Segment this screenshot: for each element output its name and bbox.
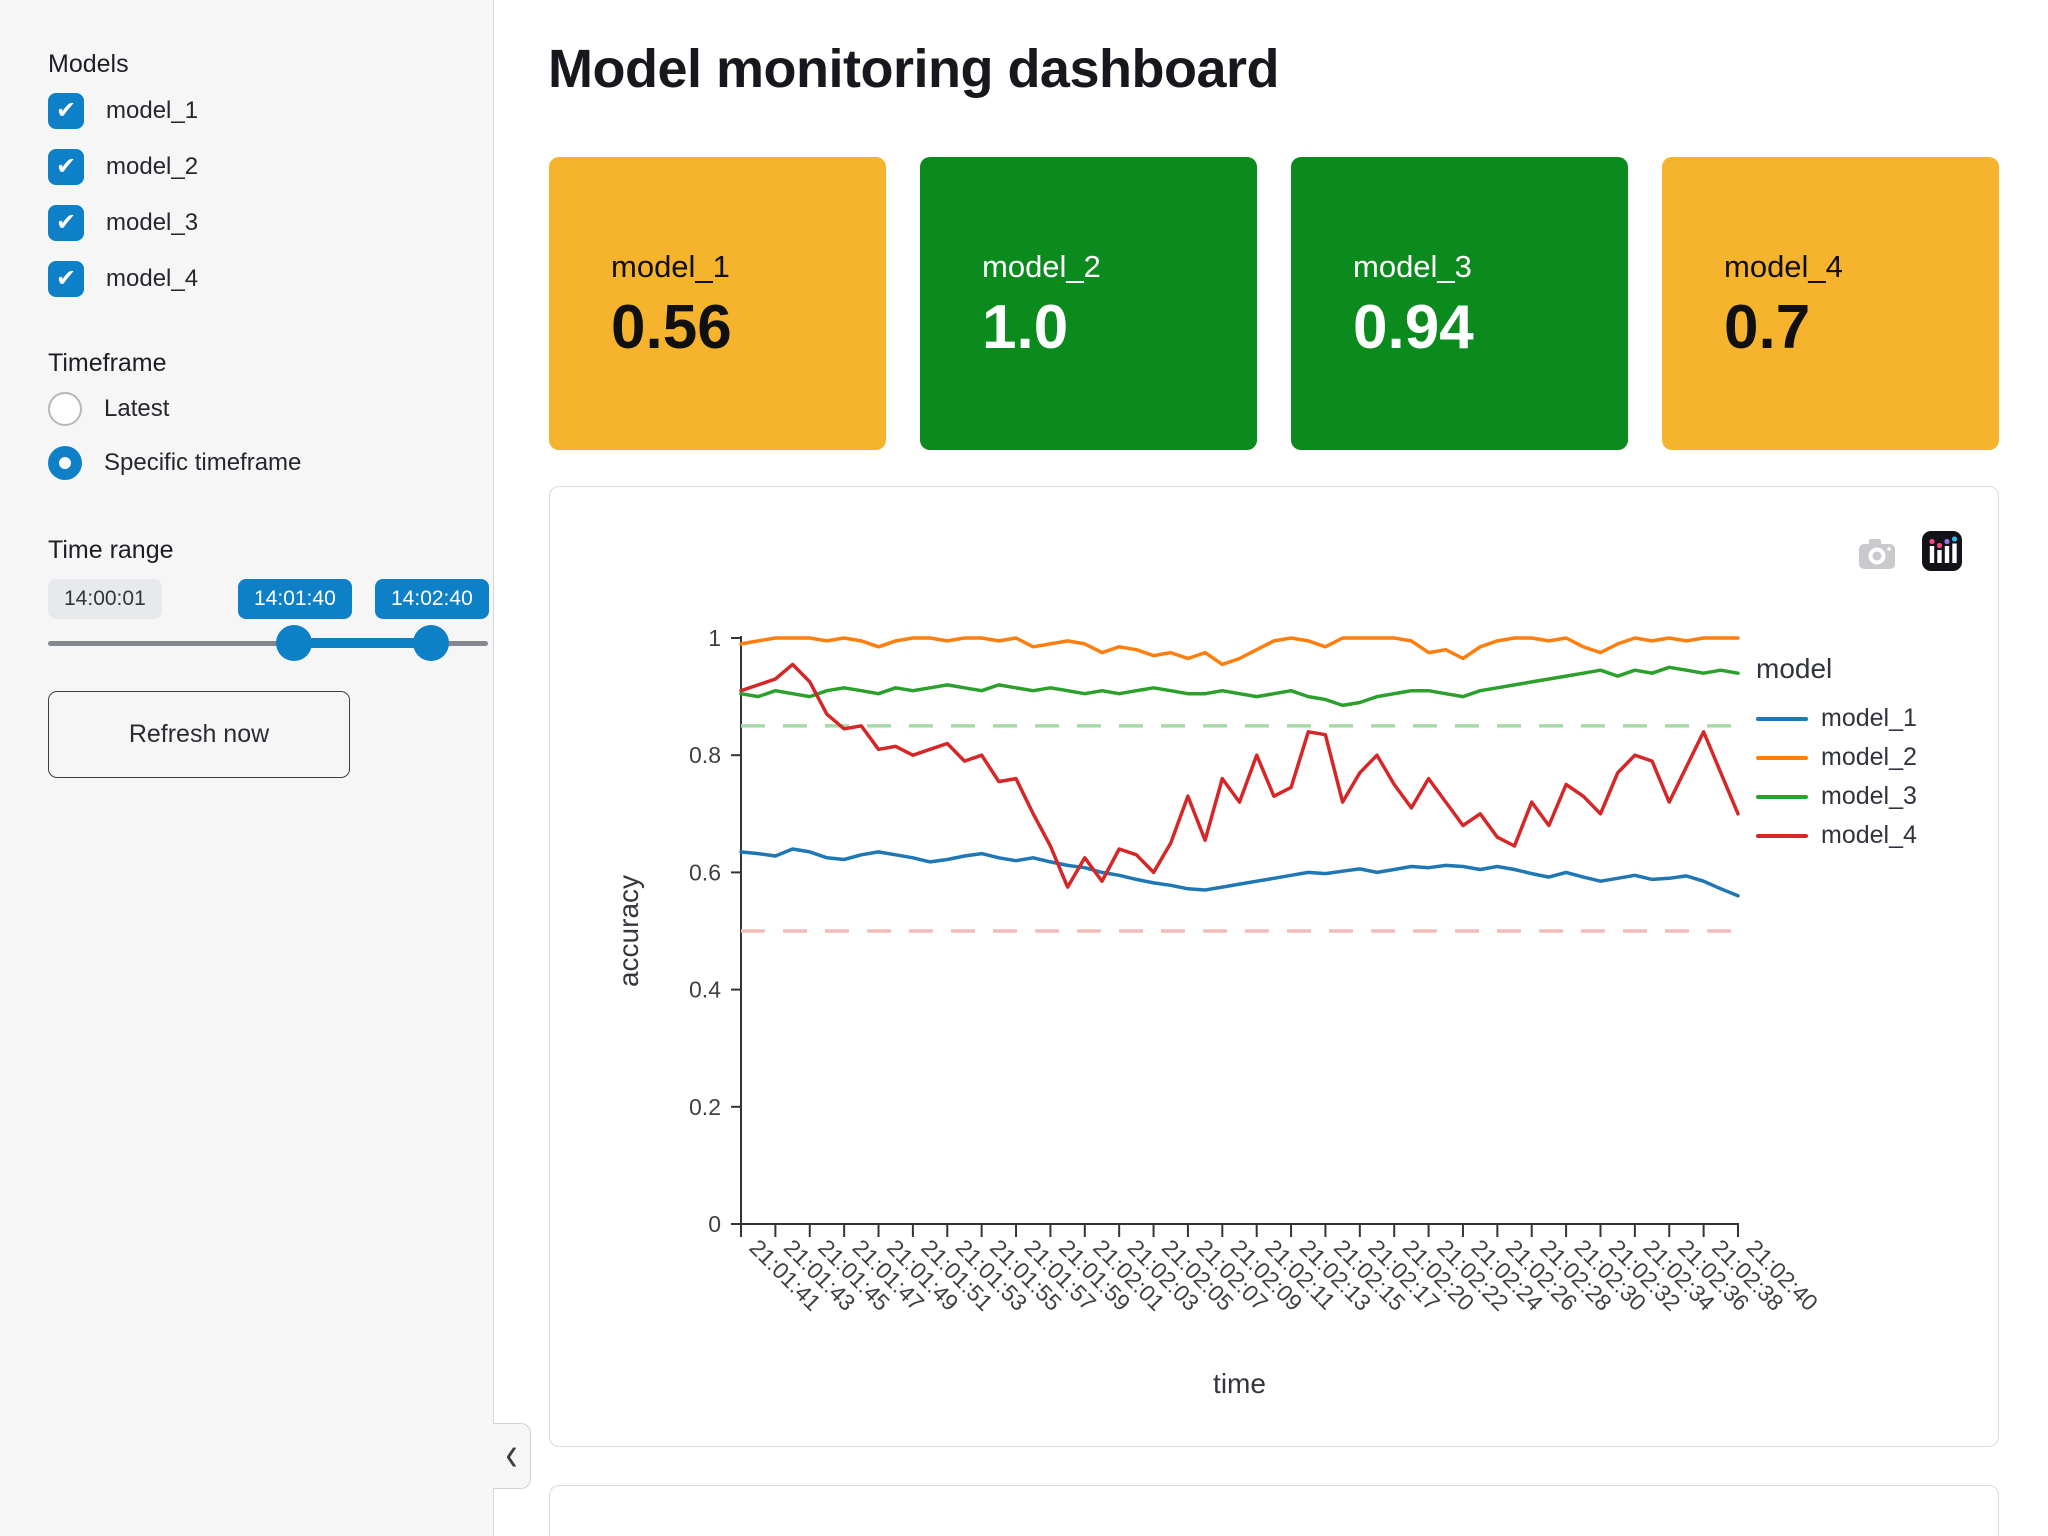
- slider-lower-value-label: 14:01:40: [238, 579, 352, 619]
- metric-card-value: 0.56: [611, 292, 732, 362]
- slider-handle-upper[interactable]: [413, 625, 449, 661]
- radio-unselected-icon[interactable]: [48, 392, 82, 426]
- metric-card-value: 0.94: [1353, 292, 1474, 362]
- timeframe-header: Timeframe: [48, 349, 167, 377]
- legend-entry-model_2[interactable]: model_2: [1756, 738, 1917, 777]
- legend-entry-model_4[interactable]: model_4: [1756, 816, 1917, 855]
- legend-label: model_1: [1821, 704, 1917, 732]
- page-title: Model monitoring dashboard: [548, 39, 1279, 99]
- slider-track[interactable]: [48, 641, 488, 646]
- timeframe-radio-group: Latest Specific timeframe: [48, 392, 493, 480]
- y-tick-label: 0.4: [689, 977, 721, 1003]
- legend-line-sample: [1756, 716, 1808, 721]
- series-line-model_4[interactable]: [739, 662, 1740, 889]
- next-section-card: [549, 1485, 1999, 1536]
- time-slider-labels: 14:00:01 14:01:40 14:02:40: [48, 579, 494, 619]
- slider-active-segment[interactable]: [294, 638, 431, 648]
- y-tick-label: 0: [708, 1211, 721, 1237]
- metric-card-model_3: model_3 0.94: [1291, 157, 1628, 450]
- timeframe-radio-label: Specific timeframe: [104, 449, 302, 476]
- model-checkbox-label: model_3: [106, 209, 199, 236]
- model-checkbox-label: model_1: [106, 97, 199, 124]
- timeframe-radio-label: Latest: [104, 395, 170, 422]
- legend-label: model_2: [1821, 743, 1917, 771]
- camera-icon[interactable]: [1858, 537, 1896, 571]
- time-range-slider[interactable]: [48, 625, 494, 665]
- chart-card: 0 0.2 0.4 0.6 0.8 1 21:01:41 21:01:43 21:01:45 21…: [549, 486, 1999, 1447]
- legend-label: model_3: [1821, 782, 1917, 810]
- metric-card-label: model_1: [611, 248, 730, 284]
- model-checkbox-row[interactable]: ✔ model_3: [48, 205, 493, 241]
- timeframe-radio-row[interactable]: Latest: [48, 392, 493, 426]
- checkbox-checked-icon[interactable]: ✔: [48, 205, 84, 241]
- series-line-model_3[interactable]: [739, 665, 1740, 708]
- sidebar-collapse-button[interactable]: ‹: [493, 1423, 531, 1489]
- refresh-now-button[interactable]: Refresh now: [48, 691, 350, 778]
- model-checkbox-label: model_2: [106, 153, 199, 180]
- metric-card-model_4: model_4 0.7: [1662, 157, 1999, 450]
- legend-line-sample: [1756, 833, 1808, 838]
- metric-card-model_1: model_1 0.56: [549, 157, 886, 450]
- metric-card-value: 1.0: [982, 292, 1069, 362]
- y-tick-label: 1: [708, 625, 721, 651]
- legend-line-sample: [1756, 794, 1808, 799]
- accuracy-line-chart[interactable]: 00.20.40.60.8121:01:4121:01:4321:01:4521…: [550, 487, 1998, 1446]
- timeframe-radio-row[interactable]: Specific timeframe: [48, 446, 493, 480]
- metric-cards-row: model_1 0.56 model_2 1.0 model_3 0.94 model_4 0…: [549, 157, 1999, 450]
- legend-entry-model_1[interactable]: model_1: [1756, 699, 1917, 738]
- model-checkbox-label: model_4: [106, 265, 199, 292]
- metric-card-label: model_3: [1353, 248, 1472, 284]
- y-tick-label: 0.6: [689, 859, 721, 885]
- model-checkbox-row[interactable]: ✔ model_4: [48, 261, 493, 297]
- series-line-model_2[interactable]: [739, 636, 1740, 667]
- legend-label: model_4: [1821, 821, 1917, 849]
- model-checkbox-row[interactable]: ✔ model_2: [48, 149, 493, 185]
- metric-card-model_2: model_2 1.0: [920, 157, 1257, 450]
- radio-selected-icon[interactable]: [48, 446, 82, 480]
- time-range-header: Time range: [48, 536, 174, 564]
- y-tick-label: 0.2: [689, 1094, 721, 1120]
- legend-line-sample: [1756, 755, 1808, 760]
- slider-upper-value-label: 14:02:40: [375, 579, 489, 619]
- slider-min-label: 14:00:01: [48, 579, 162, 619]
- checkbox-checked-icon[interactable]: ✔: [48, 149, 84, 185]
- series-line-model_1[interactable]: [739, 847, 1740, 898]
- metric-card-label: model_4: [1724, 248, 1843, 284]
- plotly-logo-icon[interactable]: [1922, 531, 1962, 571]
- slider-handle-lower[interactable]: [276, 625, 312, 661]
- legend-entry-model_3[interactable]: model_3: [1756, 777, 1917, 816]
- legend-entries: model_1 model_2 model_3 model_4: [1756, 699, 1917, 855]
- models-header: Models: [48, 50, 129, 78]
- metric-card-value: 0.7: [1724, 292, 1811, 362]
- checkbox-checked-icon[interactable]: ✔: [48, 261, 84, 297]
- model-checkbox-list: ✔ model_1 ✔ model_2 ✔ model_3 ✔ model_4: [48, 93, 493, 297]
- x-axis-title: time: [1213, 1368, 1266, 1399]
- legend-title: model: [1756, 653, 1833, 684]
- sidebar: Models ✔ model_1 ✔ model_2 ✔ model_3 ✔ model_4 …: [0, 0, 494, 1536]
- metric-card-label: model_2: [982, 248, 1101, 284]
- chart-legend: model model_1 model_2 model_3 model_4: [1756, 653, 1917, 855]
- y-tick-label: 0.8: [689, 742, 721, 768]
- y-axis-title: accuracy: [613, 875, 644, 987]
- chevron-left-icon: ‹: [505, 1425, 518, 1481]
- checkbox-checked-icon[interactable]: ✔: [48, 93, 84, 129]
- model-checkbox-row[interactable]: ✔ model_1: [48, 93, 493, 129]
